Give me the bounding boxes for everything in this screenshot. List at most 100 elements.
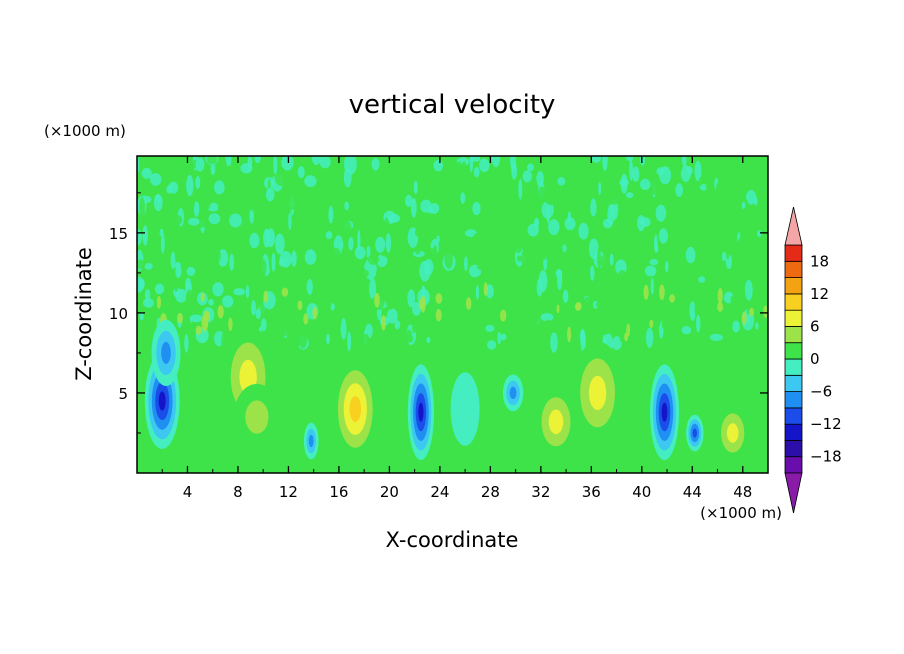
- noise-blob: [444, 249, 454, 269]
- noise-blob: [325, 231, 333, 240]
- noise-blob: [710, 156, 716, 164]
- colorbar-segment: [784, 325, 803, 344]
- noise-blob: [217, 305, 224, 319]
- noise-blob: [744, 279, 753, 301]
- velocity-cell: [650, 364, 679, 461]
- noise-blob: [430, 334, 435, 347]
- noise-blob: [465, 229, 477, 238]
- noise-blob: [414, 227, 427, 238]
- noise-blob: [435, 309, 442, 322]
- contour-band: [726, 423, 739, 443]
- noise-blob: [281, 287, 289, 297]
- noise-blob: [681, 326, 692, 335]
- noise-blob: [376, 254, 388, 267]
- y-axis-ticks: 5 10 15: [109, 192, 768, 434]
- noise-blob: [720, 315, 726, 327]
- noise-blob: [274, 169, 288, 187]
- noise-blob: [204, 188, 212, 210]
- noise-blob: [435, 293, 443, 304]
- noise-blob: [394, 320, 401, 330]
- noise-blob: [311, 156, 321, 166]
- noise-blob: [607, 198, 620, 205]
- noise-blob: [465, 297, 472, 310]
- noise-blob: [649, 258, 659, 266]
- noise-blob: [485, 284, 494, 299]
- noise-blob: [168, 156, 181, 167]
- noise-blob: [530, 332, 535, 341]
- noise-blob: [718, 197, 727, 204]
- noise-blob: [598, 181, 602, 195]
- x-tick-label: 8: [233, 483, 243, 501]
- noise-blob: [658, 228, 669, 244]
- noise-blob: [596, 281, 609, 291]
- noise-blob: [538, 186, 546, 205]
- noise-blob: [357, 166, 362, 174]
- noise-blob: [741, 311, 747, 326]
- noise-blob: [456, 161, 462, 169]
- noise-blob: [540, 250, 548, 260]
- noise-blob: [512, 336, 521, 351]
- velocity-cell: [151, 319, 181, 386]
- noise-blob: [142, 325, 154, 345]
- noise-blob: [186, 174, 194, 197]
- noise-blob: [203, 169, 208, 178]
- noise-blob: [348, 311, 354, 329]
- noise-blob: [338, 219, 352, 237]
- velocity-cell: [502, 374, 524, 412]
- noise-blob: [596, 171, 609, 185]
- noise-blob: [288, 212, 292, 231]
- noise-blob: [566, 261, 576, 276]
- noise-blob: [229, 253, 235, 271]
- noise-blob: [746, 190, 757, 205]
- x-tick-label: 20: [380, 483, 399, 501]
- noise-blob: [755, 322, 759, 330]
- noise-blob: [553, 248, 560, 256]
- noise-blob: [266, 228, 276, 248]
- noise-blob: [543, 220, 549, 239]
- velocity-cell: [686, 414, 704, 452]
- noise-blob: [716, 240, 723, 259]
- noise-blob: [485, 324, 495, 332]
- colorbar-tick-label: −6: [810, 383, 832, 401]
- noise-blob: [303, 313, 309, 325]
- noise-blob: [330, 303, 335, 311]
- noise-blob: [567, 211, 572, 223]
- noise-blob: [500, 333, 507, 341]
- colorbar-tick-label: −18: [810, 448, 842, 466]
- noise-blob: [244, 272, 249, 290]
- noise-blob: [265, 187, 275, 202]
- noise-blob: [588, 238, 599, 260]
- noise-blob: [649, 319, 654, 328]
- noise-blob: [521, 250, 527, 269]
- noise-blob: [156, 296, 161, 309]
- noise-blob: [286, 192, 298, 210]
- noise-blob: [670, 216, 679, 227]
- colorbar: −18 −12 −6 0 6 12 18: [784, 206, 842, 514]
- noise-blob: [564, 217, 576, 231]
- noise-blob: [753, 196, 758, 206]
- colorbar-over-arrow: [784, 206, 803, 246]
- noise-blob: [273, 156, 278, 175]
- noise-blob: [536, 171, 544, 187]
- velocity-cell: [450, 372, 480, 446]
- noise-blob: [310, 319, 317, 331]
- noise-blob: [249, 232, 260, 249]
- noise-blob: [387, 213, 401, 223]
- contour-band: [158, 391, 166, 411]
- noise-blob: [717, 302, 723, 312]
- noise-blob: [597, 247, 601, 269]
- noise-blob: [391, 244, 396, 256]
- x-tick-label: 28: [481, 483, 500, 501]
- noise-blob: [533, 231, 544, 253]
- noise-blob: [698, 276, 706, 283]
- noise-blob: [611, 336, 622, 350]
- noise-blob: [304, 249, 317, 265]
- colorbar-segment: [784, 456, 803, 474]
- noise-blob: [595, 300, 605, 309]
- noise-blob: [655, 204, 667, 222]
- noise-blob: [592, 314, 604, 333]
- noise-blob: [460, 192, 466, 204]
- noise-blob: [590, 198, 597, 217]
- noise-blob: [745, 313, 751, 324]
- noise-blob: [363, 156, 371, 173]
